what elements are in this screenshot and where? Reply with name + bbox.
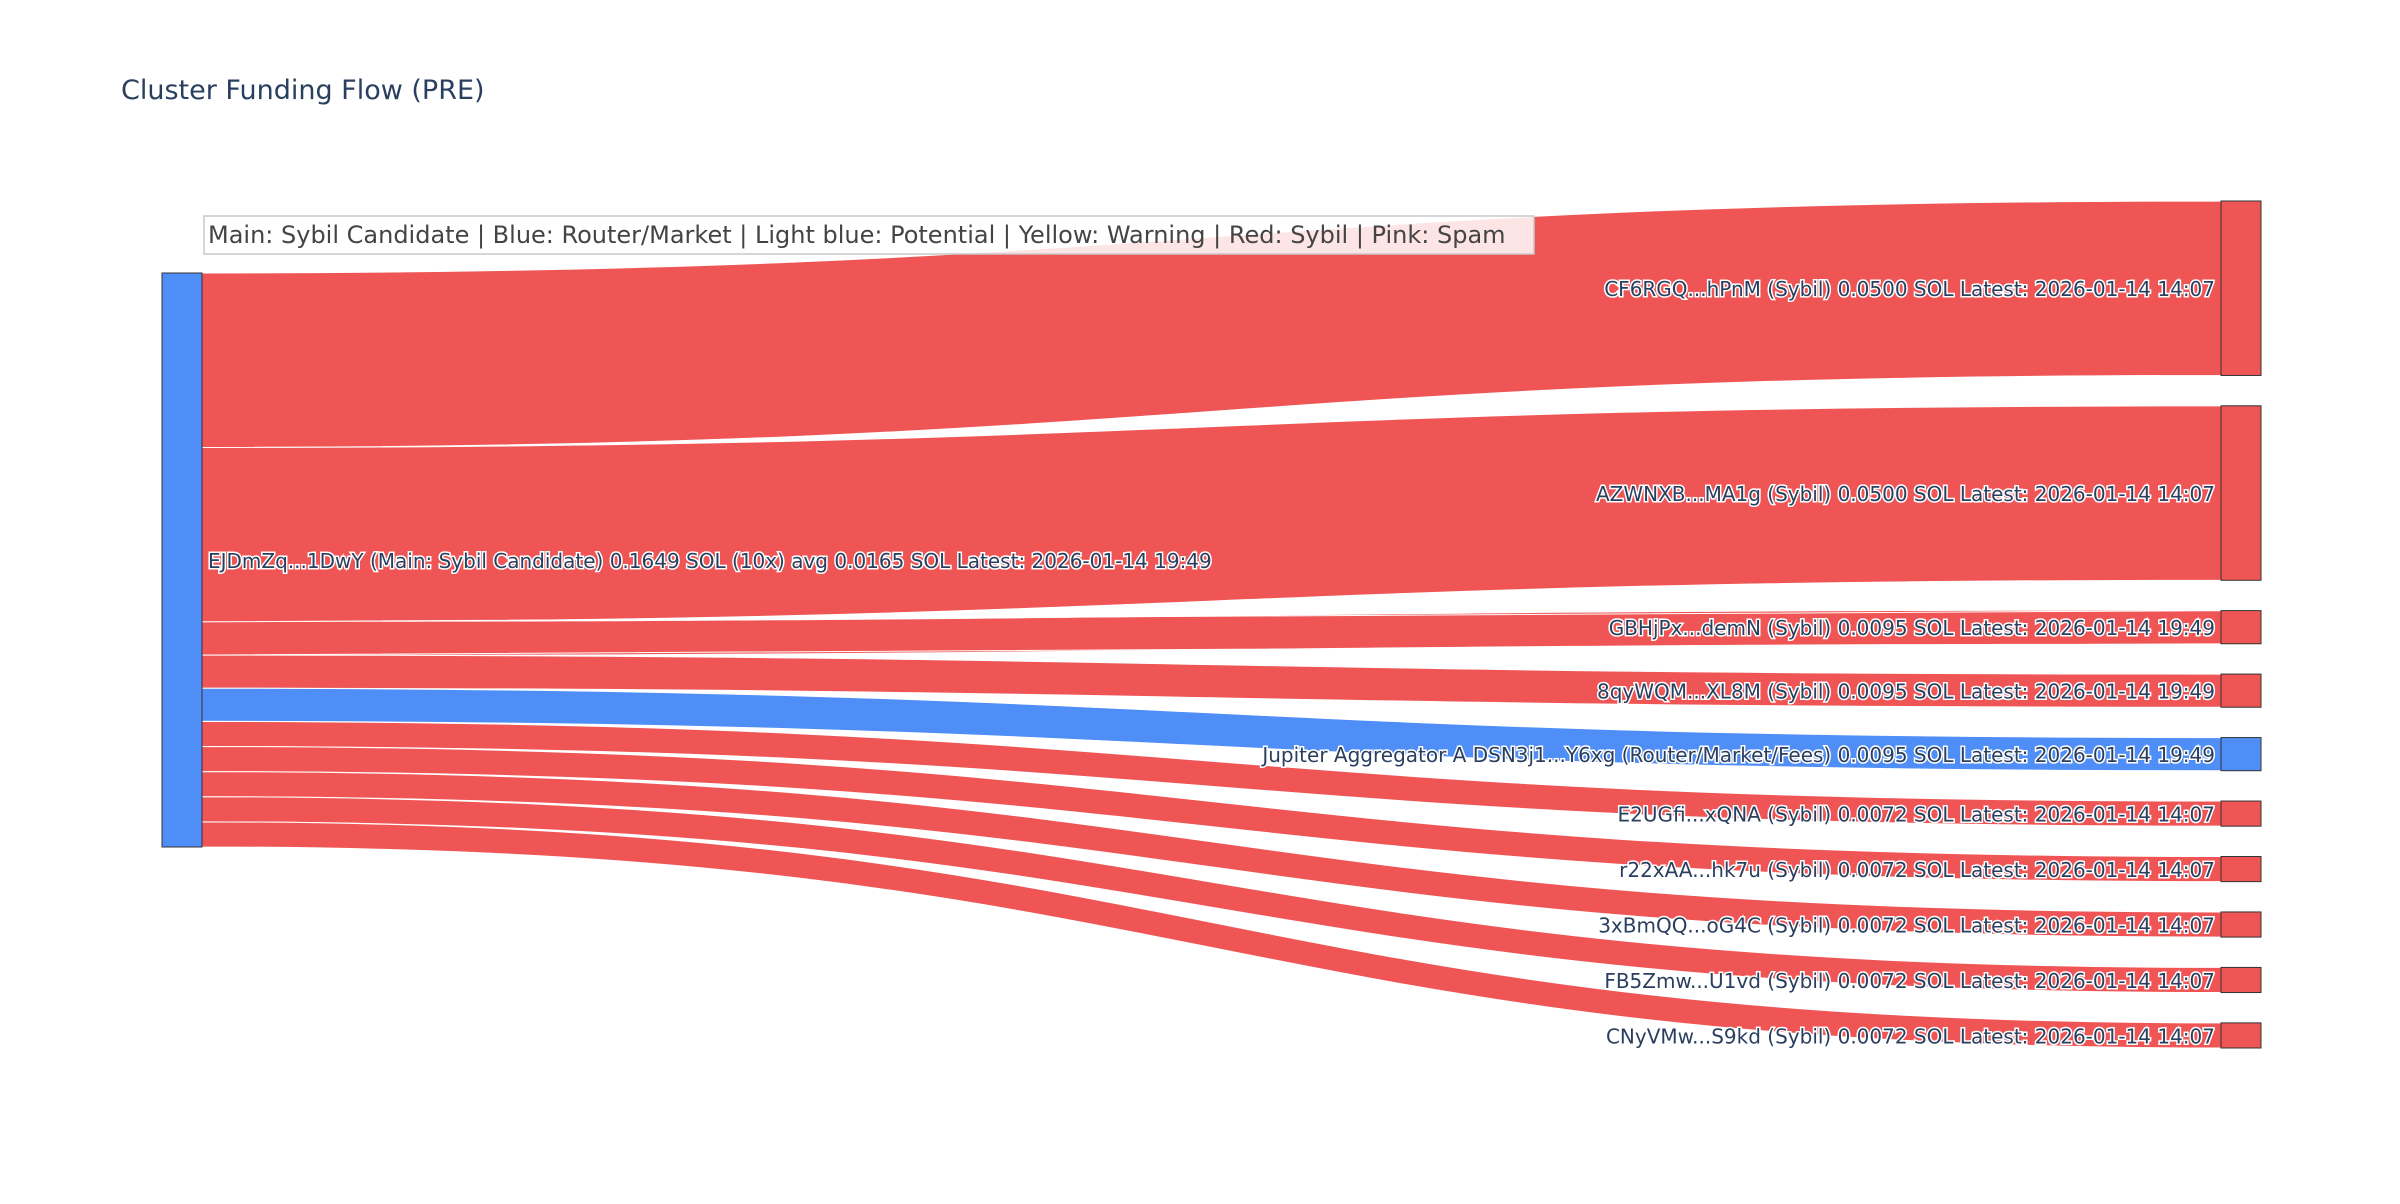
target-node-label: CNyVMw...S9kd (Sybil) 0.0072 SOL Latest:… [1606,1024,2215,1048]
legend-note: Main: Sybil Candidate | Blue: Router/Mar… [203,215,1535,255]
target-node[interactable] [2220,1022,2262,1049]
links-layer [201,200,2222,1049]
target-node[interactable] [2220,966,2262,994]
source-node[interactable] [161,272,203,848]
target-node-label: FB5Zmw...U1vd (Sybil) 0.0072 SOL Latest:… [1604,969,2215,993]
legend-note-text: Main: Sybil Candidate | Blue: Router/Mar… [208,221,1506,249]
target-node[interactable] [2220,737,2262,772]
target-node[interactable] [2220,856,2262,883]
target-node[interactable] [2220,200,2262,376]
nodes-layer [161,200,2262,1049]
target-node-label: AZWNXB...MA1g (Sybil) 0.0500 SOL Latest:… [1596,482,2215,506]
chart-title: Cluster Funding Flow (PRE) [121,75,485,106]
target-node[interactable] [2220,673,2262,708]
target-node-label: Jupiter Aggregator A DSN3j1...Y6xg (Rout… [1260,743,2215,767]
target-node[interactable] [2220,800,2262,827]
legend-note-box [203,215,1535,255]
target-node-label: CF6RGQ...hPnM (Sybil) 0.0500 SOL Latest:… [1604,277,2215,301]
labels-layer: CF6RGQ...hPnM (Sybil) 0.0500 SOL Latest:… [207,276,2217,1050]
target-node-label: r22xAA...hk7u (Sybil) 0.0072 SOL Latest:… [1619,858,2215,882]
target-node-label: 8qyWQM...XL8M (Sybil) 0.0095 SOL Latest:… [1597,680,2215,704]
source-node-label: EJDmZq...1DwY (Main: Sybil Candidate) 0.… [208,549,1212,573]
target-node[interactable] [2220,610,2262,645]
target-node-label: GBHjPx...demN (Sybil) 0.0095 SOL Latest:… [1609,616,2215,640]
target-node[interactable] [2220,911,2262,938]
target-node-label: 3xBmQQ...oG4C (Sybil) 0.0072 SOL Latest:… [1598,914,2215,938]
target-node[interactable] [2220,405,2262,581]
target-node-label: E2UGfi...xQNA (Sybil) 0.0072 SOL Latest:… [1618,803,2215,827]
